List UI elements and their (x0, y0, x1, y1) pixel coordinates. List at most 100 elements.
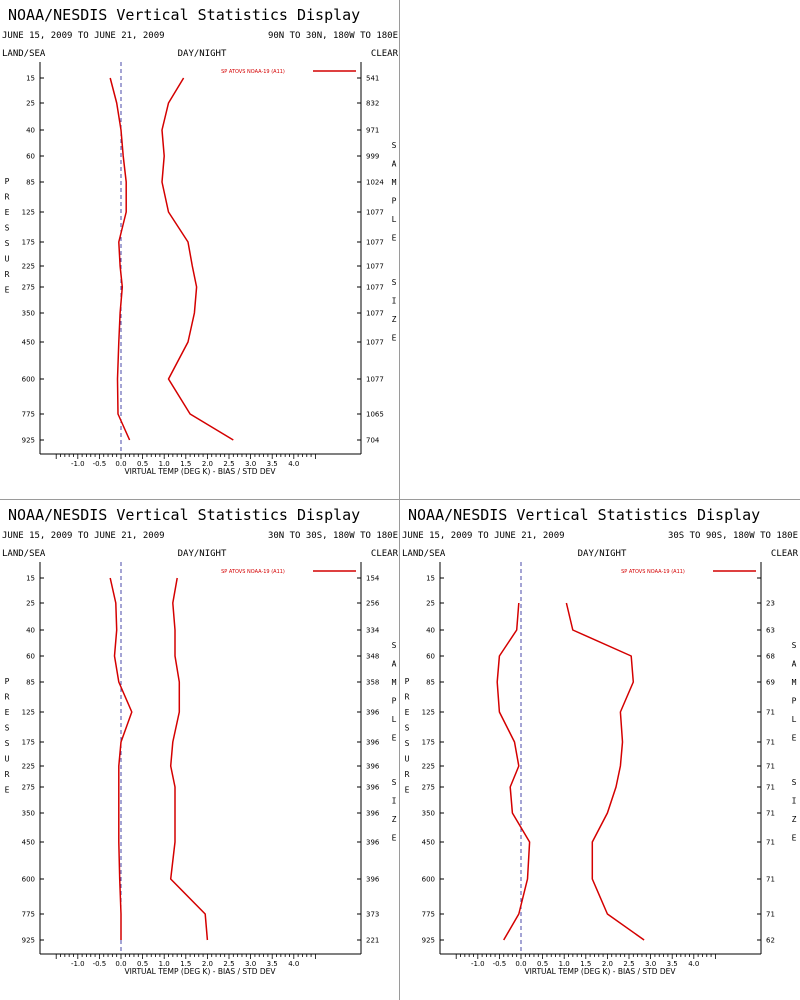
sample-size-letter: A (792, 660, 797, 669)
stats-panel-south: NOAA/NESDIS Vertical Statistics Display J… (400, 500, 800, 1000)
pressure-level-label: 600 (22, 876, 35, 884)
pressure-level-label: 600 (22, 376, 35, 384)
chart-svg-2: NOAA/NESDIS Vertical Statistics Display J… (402, 506, 799, 976)
y-label-letter: R (5, 693, 10, 702)
pressure-level-label: 40 (426, 627, 435, 635)
x-tick-label: -1.0 (471, 960, 485, 968)
chart-svg-0: NOAA/NESDIS Vertical Statistics Display J… (2, 6, 399, 476)
x-tick-label: 3.5 (267, 960, 278, 968)
vertical-divider (399, 0, 400, 1000)
horizontal-divider (0, 499, 800, 500)
sample-size-letter: P (392, 197, 397, 206)
pressure-level-label: 60 (26, 153, 35, 161)
sample-size-label: 1077 (366, 376, 384, 384)
sample-size-label: 348 (366, 653, 379, 661)
y-label-letter: U (5, 255, 10, 264)
y-label-letter: U (405, 755, 410, 764)
legend-label: SP ATOVS NOAA-19 (A11) (221, 69, 285, 75)
x-tick-label: 0.0 (115, 460, 126, 468)
x-tick-label: 1.0 (159, 960, 170, 968)
header-day-night: DAY/NIGHT (178, 549, 227, 559)
pressure-level-label: 925 (22, 437, 35, 445)
y-label-letter: R (405, 693, 410, 702)
sample-size-label: 63 (766, 627, 775, 635)
sample-size-label: 1077 (366, 263, 384, 271)
sample-size-label: 71 (766, 876, 775, 884)
region: 30S TO 90S, 180W TO 180E (668, 531, 798, 541)
pressure-level-label: 125 (22, 709, 35, 717)
sample-size-label: 69 (766, 679, 775, 687)
pressure-level-label: 175 (22, 239, 35, 247)
pressure-level-label: 85 (26, 179, 35, 187)
pressure-level-label: 25 (426, 600, 435, 608)
pressure-level-label: 15 (26, 75, 35, 83)
y-label-letter: E (5, 208, 10, 217)
region: 30N TO 30S, 180W TO 180E (268, 531, 398, 541)
sample-size-letter: P (392, 697, 397, 706)
x-tick-label: 2.5 (623, 960, 634, 968)
x-tick-label: 0.0 (515, 960, 526, 968)
x-tick-label: -0.5 (93, 960, 107, 968)
sample-size-letter: E (392, 334, 397, 343)
sample-size-label: 71 (766, 739, 775, 747)
legend-label: SP ATOVS NOAA-19 (A11) (221, 569, 285, 575)
pressure-level-label: 225 (22, 763, 35, 771)
x-tick-label: 4.0 (688, 960, 699, 968)
y-label-letter: E (405, 708, 410, 717)
sample-size-label: 396 (366, 739, 380, 747)
series-line-bias (109, 77, 131, 441)
sample-size-label: 71 (766, 763, 775, 771)
sample-size-letter: S (392, 641, 397, 650)
series-line-std-dev (169, 577, 209, 941)
pressure-level-label: 350 (22, 810, 35, 818)
date-range: JUNE 15, 2009 TO JUNE 21, 2009 (402, 531, 565, 541)
sample-size-label: 396 (366, 784, 380, 792)
sample-size-label: 396 (366, 709, 380, 717)
y-label-letter: R (5, 193, 10, 202)
x-tick-label: -1.0 (71, 460, 85, 468)
x-axis-label: VIRTUAL TEMP (DEG K) - BIAS / STD DEV (524, 967, 676, 976)
sample-size-letter: S (392, 278, 397, 287)
stats-panel-north: NOAA/NESDIS Vertical Statistics Display J… (0, 0, 400, 500)
x-tick-label: 1.5 (180, 460, 191, 468)
x-axis-label: VIRTUAL TEMP (DEG K) - BIAS / STD DEV (124, 967, 276, 976)
sample-size-letter: E (392, 734, 397, 743)
sample-size-letter: E (792, 834, 797, 843)
x-tick-label: 2.0 (602, 960, 613, 968)
sample-size-label: 71 (766, 810, 775, 818)
date-range: JUNE 15, 2009 TO JUNE 21, 2009 (2, 31, 165, 41)
y-label-letter: E (405, 786, 410, 795)
sample-size-label: 221 (366, 937, 379, 945)
sample-size-label: 832 (366, 100, 379, 108)
sample-size-label: 154 (366, 575, 380, 583)
y-label-letter: E (5, 708, 10, 717)
pressure-level-label: 450 (22, 339, 35, 347)
pressure-level-label: 40 (26, 627, 35, 635)
sample-size-letter: P (792, 697, 797, 706)
sample-size-letter: M (392, 678, 397, 687)
x-tick-label: 2.5 (223, 460, 234, 468)
chart-svg-1: NOAA/NESDIS Vertical Statistics Display J… (2, 506, 399, 976)
sample-size-label: 1077 (366, 310, 384, 318)
x-tick-label: 3.5 (667, 960, 678, 968)
sample-size-label: 71 (766, 911, 775, 919)
pressure-level-label: 175 (422, 739, 435, 747)
pressure-level-label: 925 (422, 937, 435, 945)
region: 90N TO 30N, 180W TO 180E (268, 31, 398, 41)
y-label-letter: U (5, 755, 10, 764)
sample-size-letter: M (792, 678, 797, 687)
sample-size-letter: S (392, 141, 397, 150)
sample-size-label: 256 (366, 600, 380, 608)
series-line-bias (109, 577, 133, 940)
sample-size-label: 62 (766, 937, 775, 945)
sample-size-letter: A (392, 160, 397, 169)
pressure-level-label: 275 (422, 784, 435, 792)
pressure-level-label: 225 (422, 763, 435, 771)
sample-size-label: 358 (366, 679, 379, 687)
sample-size-label: 1077 (366, 339, 384, 347)
legend-label: SP ATOVS NOAA-19 (A11) (621, 569, 685, 575)
y-label-letter: S (5, 224, 10, 233)
pressure-level-label: 40 (26, 127, 35, 135)
pressure-level-label: 60 (26, 653, 35, 661)
x-tick-label: 1.0 (559, 960, 570, 968)
